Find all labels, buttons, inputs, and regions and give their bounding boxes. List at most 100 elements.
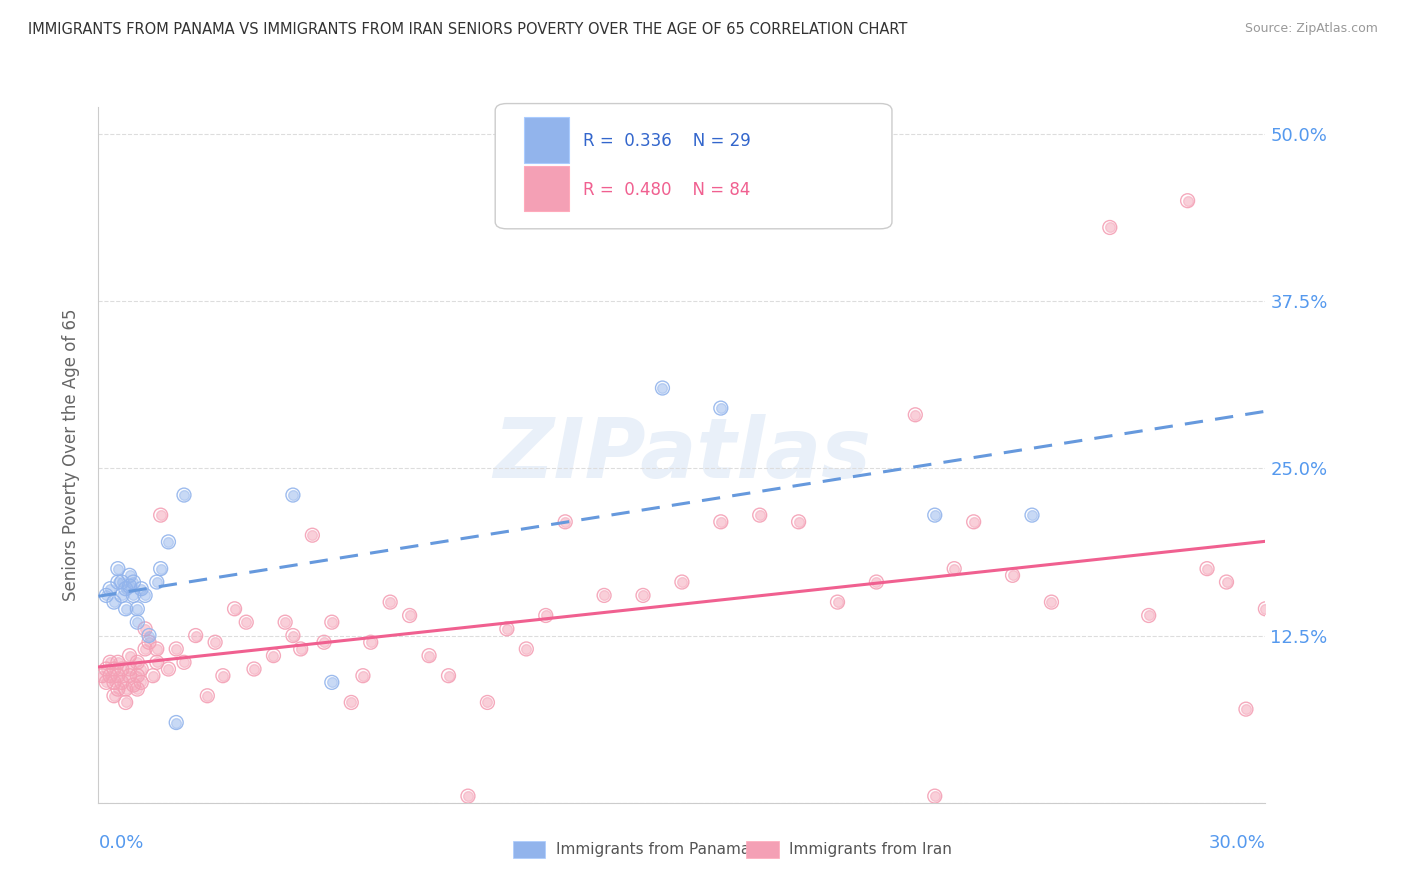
Point [380,595,402,609]
Point [710,515,733,529]
Text: Immigrants from Panama: Immigrants from Panama [555,842,751,857]
Point [96,675,118,690]
Point [1294,789,1316,804]
Point [127,602,149,616]
Point [111,589,134,603]
Point [173,655,195,669]
Point [1098,220,1121,235]
Point [235,615,257,630]
Point [111,675,134,690]
Point [127,681,149,696]
Point [593,589,616,603]
Point [98,655,121,669]
Point [111,575,134,590]
Point [195,689,218,703]
Point [1294,789,1316,804]
Text: Immigrants from Iran: Immigrants from Iran [789,842,952,857]
Point [149,562,172,576]
Point [103,689,125,703]
Point [312,635,335,649]
Point [165,715,187,730]
Text: Source: ZipAtlas.com: Source: ZipAtlas.com [1244,22,1378,36]
Point [118,579,141,593]
Point [127,655,149,669]
Point [127,669,149,683]
Point [1215,575,1237,590]
Point [290,642,312,657]
Point [96,662,118,676]
Point [827,595,849,609]
Point [122,678,145,692]
Point [184,628,207,642]
Point [1137,608,1160,623]
Text: R =  0.336    N = 29: R = 0.336 N = 29 [582,132,751,150]
Point [142,669,165,683]
Point [122,678,145,692]
Point [184,628,207,642]
Point [243,662,266,676]
Point [114,681,136,696]
Point [262,648,284,663]
Point [103,595,125,609]
Point [1234,702,1257,716]
Point [340,696,363,710]
Point [173,655,195,669]
Point [1177,194,1199,208]
Point [173,488,195,502]
Point [710,401,733,416]
Point [321,675,343,690]
Point [204,635,226,649]
Point [212,669,235,683]
Point [118,568,141,582]
Point [107,669,129,683]
Point [127,615,149,630]
Point [146,655,169,669]
Point [114,696,136,710]
Point [98,582,121,596]
Point [146,575,169,590]
Point [865,575,887,590]
Point [1274,595,1296,609]
Point [103,689,125,703]
Point [122,589,145,603]
Point [418,648,440,663]
Point [129,582,152,596]
Point [157,662,180,676]
Point [146,642,169,657]
Point [114,582,136,596]
Point [748,508,770,523]
Point [437,669,460,683]
Point [321,675,343,690]
Point [96,589,118,603]
Point [631,589,654,603]
Point [107,575,129,590]
Point [129,662,152,676]
Point [301,528,323,542]
Point [1234,702,1257,716]
Point [1040,595,1063,609]
Point [107,562,129,576]
Point [1195,562,1218,576]
Point [651,381,673,395]
Point [496,622,519,636]
Point [496,622,519,636]
Point [321,615,343,630]
Point [103,675,125,690]
Point [122,575,145,590]
Point [224,602,246,616]
Point [962,515,984,529]
Point [146,655,169,669]
Point [340,696,363,710]
Point [134,642,156,657]
Point [149,508,172,523]
Point [1021,508,1043,523]
Point [127,615,149,630]
Point [262,648,284,663]
Point [91,669,114,683]
Point [114,602,136,616]
Point [122,575,145,590]
Point [111,662,134,676]
Text: 0.0%: 0.0% [98,834,143,852]
Point [127,602,149,616]
Bar [524,118,568,162]
